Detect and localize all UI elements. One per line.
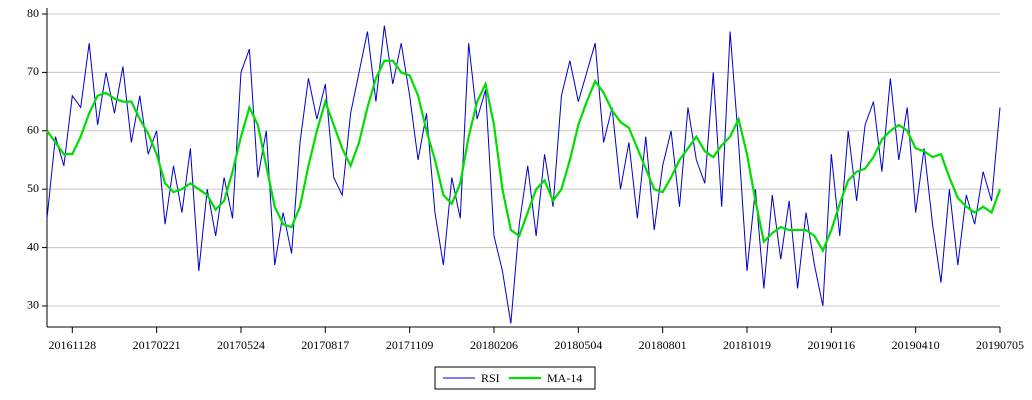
y-tick-label: 80 [27,6,39,20]
series-line [46,59,1002,253]
legend-label: MA-14 [547,371,582,385]
x-tick-label: 20181019 [723,338,771,352]
y-tick-label: 40 [27,239,39,253]
series-line [46,25,1001,324]
y-tick-label: 70 [27,64,39,78]
x-tick-label: 20180504 [554,338,602,352]
y-tick-label: 50 [27,181,39,195]
y-tick-label: 60 [27,123,39,137]
x-tick-label: 20190116 [808,338,856,352]
x-tick-label: 20190410 [892,338,940,352]
y-tick-label: 30 [27,298,39,312]
x-tick-label: 20161128 [49,338,97,352]
x-tick-label: 20170817 [301,338,349,352]
x-tick-label: 20190705 [976,338,1024,352]
x-tick-label: 20170221 [133,338,181,352]
legend-label: RSI [481,371,500,385]
x-tick-label: 20180206 [470,338,518,352]
x-tick-label: 20171109 [386,338,434,352]
x-tick-label: 20180801 [639,338,687,352]
x-tick-label: 20170524 [217,338,265,352]
